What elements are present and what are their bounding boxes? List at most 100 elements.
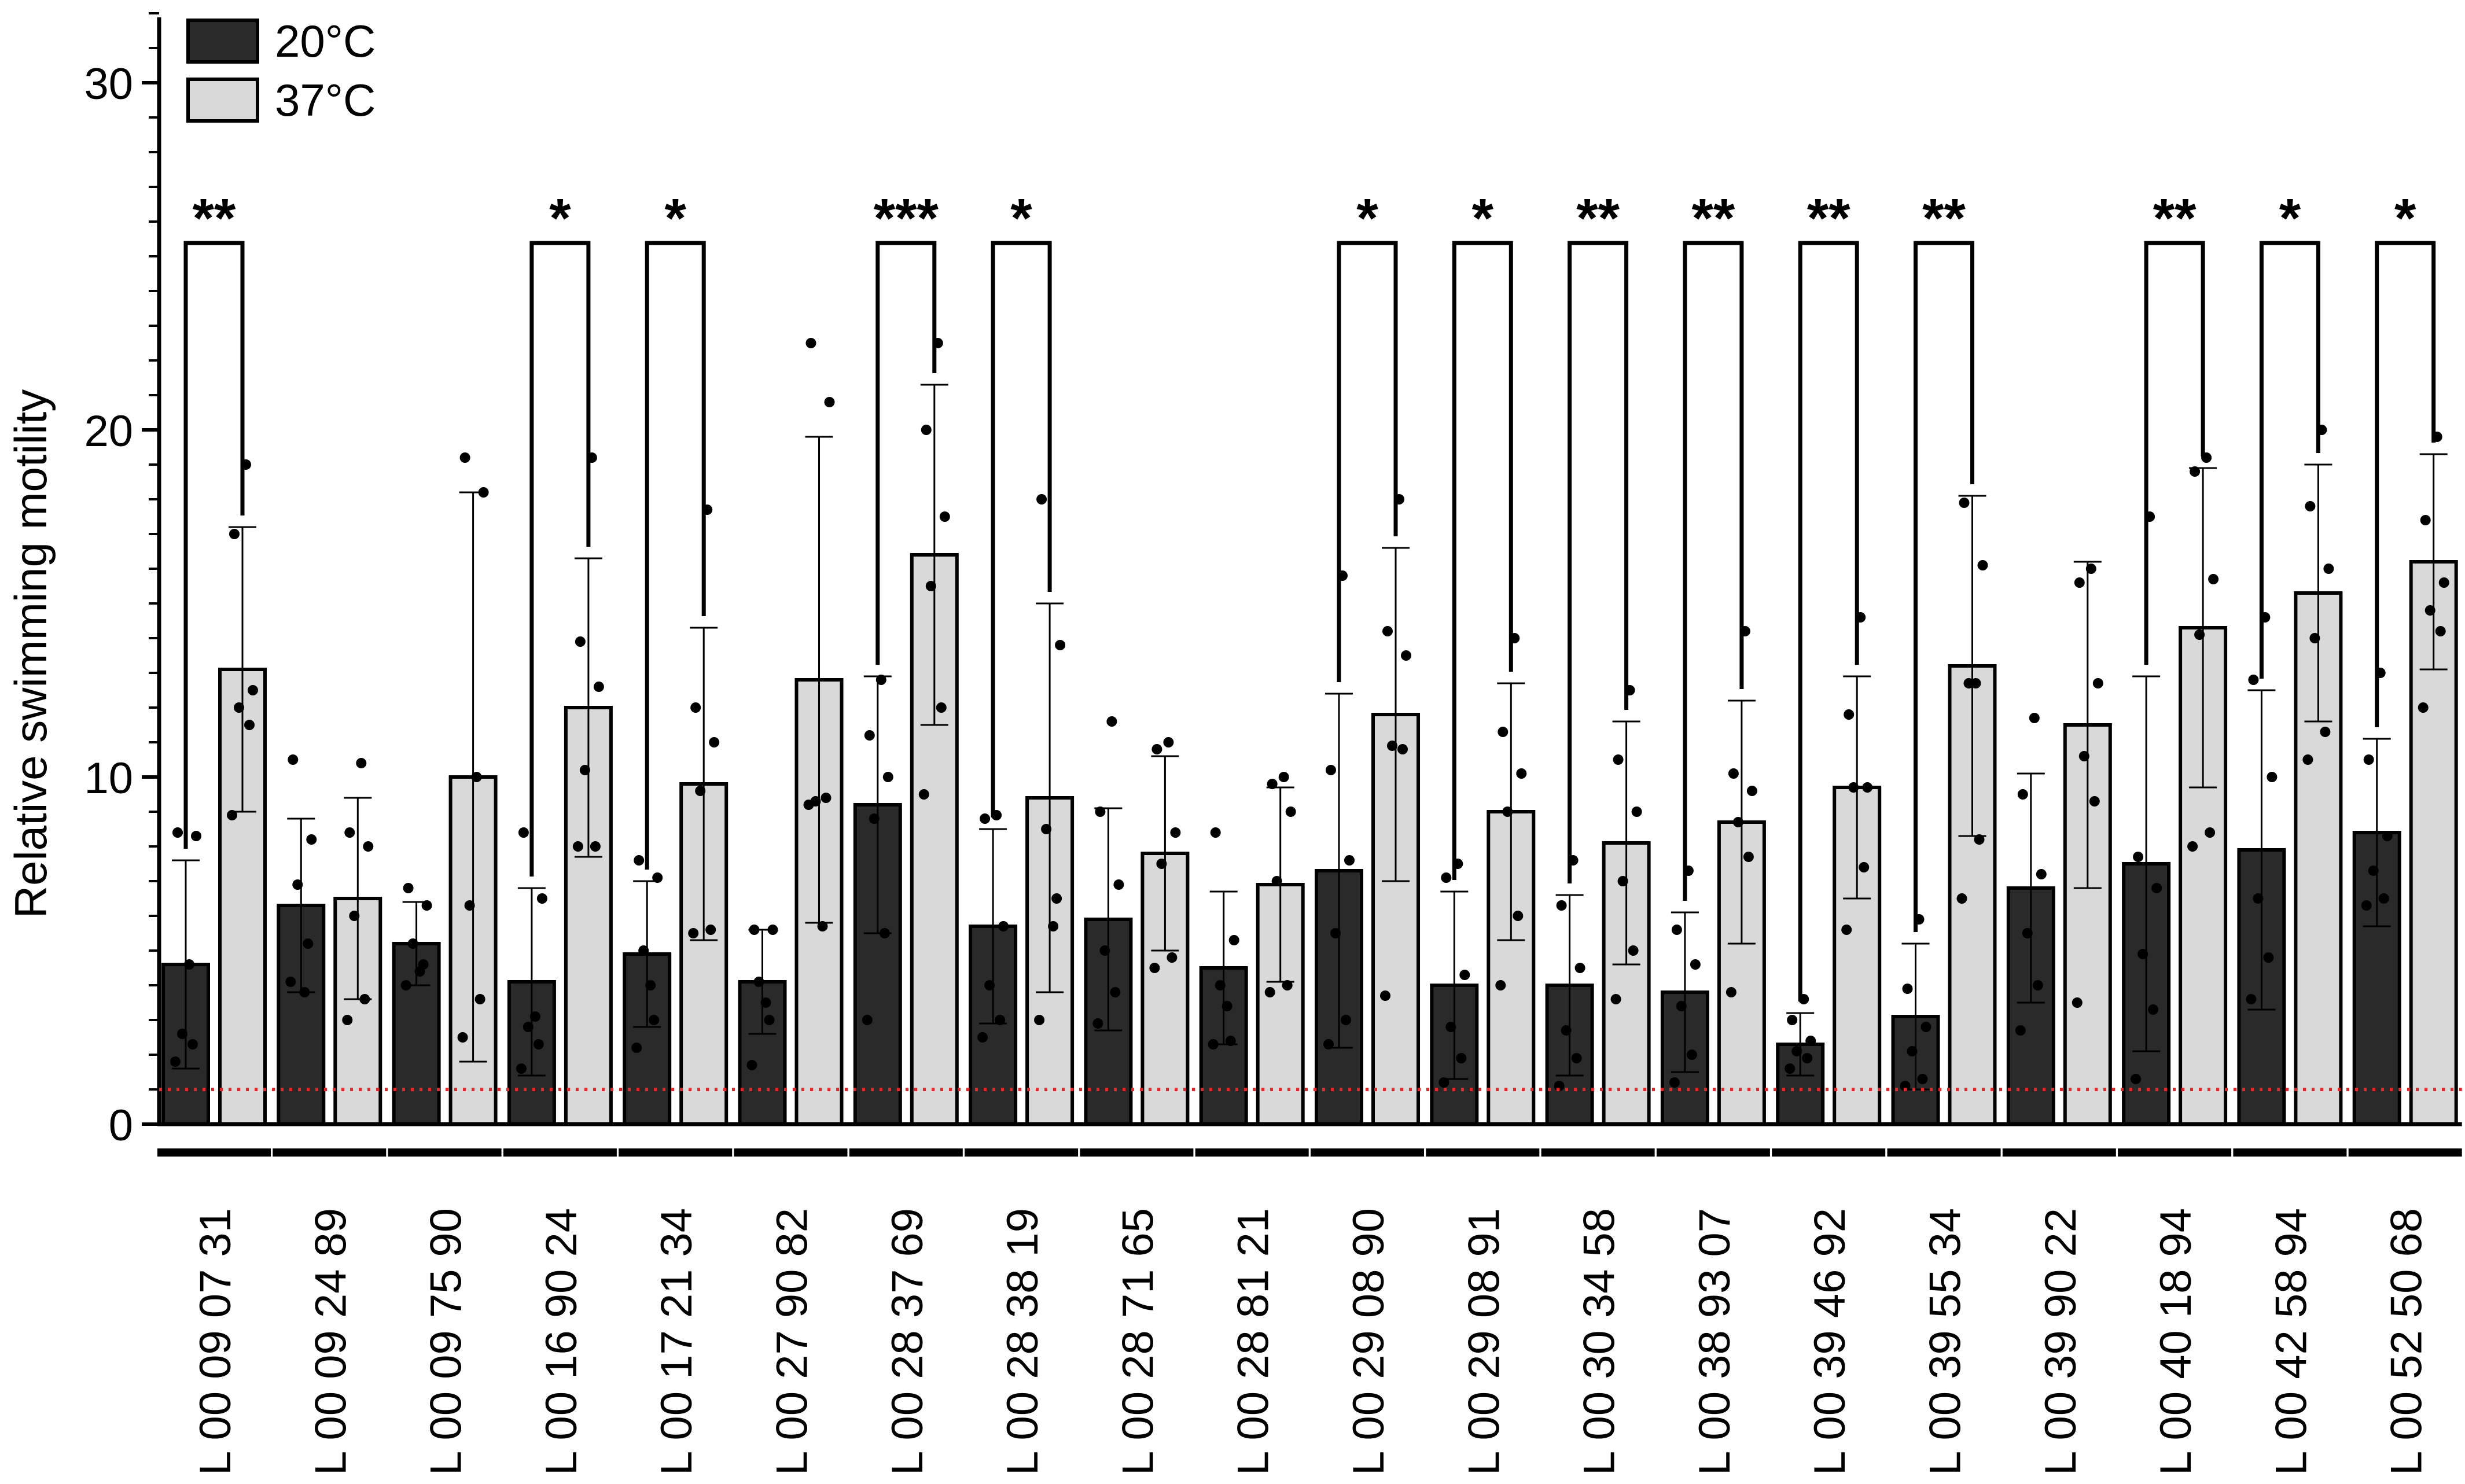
data-point (474, 994, 485, 1004)
data-point (2305, 501, 2316, 511)
data-point (593, 682, 604, 692)
data-point (306, 834, 317, 845)
data-point (764, 1015, 775, 1025)
data-point (575, 636, 586, 647)
data-point (652, 872, 663, 883)
x-tick-label: L 00 39 46 92 (1805, 1208, 1855, 1475)
significance-bracket (183, 241, 245, 849)
data-point (921, 425, 932, 435)
significance-brackets: ** * * *** * * * ** ** ** ** ** * * (183, 187, 2436, 1001)
data-point (1732, 817, 1743, 827)
data-point (879, 928, 890, 938)
data-point (2382, 831, 2393, 841)
data-point (1210, 827, 1221, 838)
y-tick-label: 0 (109, 1101, 133, 1150)
data-point (516, 1063, 527, 1074)
data-point (1956, 893, 1967, 904)
data-point (645, 980, 656, 990)
data-point (869, 813, 880, 824)
x-tick-label: L 00 28 81 21 (1229, 1208, 1278, 1475)
data-point (1805, 1036, 1816, 1046)
data-point (177, 1029, 187, 1039)
data-point (1743, 852, 1754, 862)
data-point (2032, 980, 2043, 990)
data-point (2363, 754, 2374, 765)
data-point (875, 675, 886, 685)
significance-label: *** (874, 187, 939, 249)
data-point (760, 997, 771, 1008)
significance-bracket (1568, 241, 1629, 883)
data-point (1267, 779, 1278, 789)
data-point (1438, 1077, 1449, 1088)
x-tick-label: L 00 17 21 34 (652, 1208, 701, 1475)
x-tick-label: L 00 28 71 65 (1113, 1208, 1162, 1475)
data-point (356, 758, 367, 768)
data-point (1441, 872, 1452, 883)
data-point (1907, 1046, 1918, 1056)
data-point (170, 1056, 181, 1067)
significance-bracket (2144, 241, 2205, 665)
significance-bracket (1683, 241, 1744, 901)
data-point (579, 765, 590, 775)
data-point (536, 893, 547, 904)
x-tick-label: L 00 09 24 89 (306, 1208, 355, 1475)
data-point (864, 730, 875, 741)
data-point (187, 1039, 198, 1050)
data-point (1844, 709, 1855, 720)
legend-label: 20°C (275, 16, 376, 67)
data-point (1516, 768, 1527, 779)
data-point (936, 702, 947, 713)
data-point (1215, 980, 1226, 990)
significance-label: ** (1922, 187, 1966, 249)
data-point (649, 1015, 660, 1025)
data-point (1095, 807, 1106, 817)
data-point (471, 772, 482, 782)
data-point (303, 938, 314, 949)
data-point (1498, 727, 1509, 737)
data-point (344, 827, 355, 838)
data-point (414, 966, 425, 977)
significance-label: * (1472, 187, 1494, 249)
x-tick-label: L 00 52 50 68 (2382, 1208, 2431, 1475)
data-point (2151, 883, 2162, 893)
data-point (817, 921, 828, 931)
data-point (2208, 574, 2219, 584)
data-point (184, 959, 194, 970)
data-point (1397, 744, 1408, 754)
data-point (705, 925, 716, 935)
data-point (1106, 716, 1117, 727)
significance-bracket (1798, 241, 1859, 1001)
data-point (1110, 987, 1121, 997)
data-point (1034, 1015, 1045, 1025)
data-point (1382, 626, 1393, 636)
data-point (1278, 772, 1289, 782)
x-tick-label: L 00 29 08 90 (1344, 1208, 1393, 1475)
data-point (2036, 869, 2047, 879)
data-point (2133, 852, 2144, 862)
data-point (1617, 876, 1628, 886)
data-point (533, 1039, 544, 1050)
data-point (1686, 1050, 1697, 1060)
data-point (1728, 768, 1739, 779)
data-point (1149, 963, 1160, 973)
data-point (767, 925, 778, 935)
data-point (2368, 866, 2379, 876)
data-point (1669, 1077, 1680, 1088)
data-point (590, 841, 601, 852)
data-point (1099, 945, 1110, 956)
data-point (244, 720, 255, 730)
data-point (363, 841, 374, 852)
x-tick-label: L 00 39 55 34 (1921, 1208, 1970, 1475)
data-point (1974, 834, 1985, 845)
data-point (478, 487, 489, 498)
data-point (690, 702, 701, 713)
data-point (1848, 782, 1859, 793)
data-point (810, 796, 821, 807)
data-point (1208, 1039, 1219, 1050)
data-point (1459, 970, 1470, 980)
data-point (631, 1043, 642, 1053)
data-point (1785, 1063, 1796, 1074)
data-point (749, 925, 760, 935)
data-point (824, 397, 835, 407)
